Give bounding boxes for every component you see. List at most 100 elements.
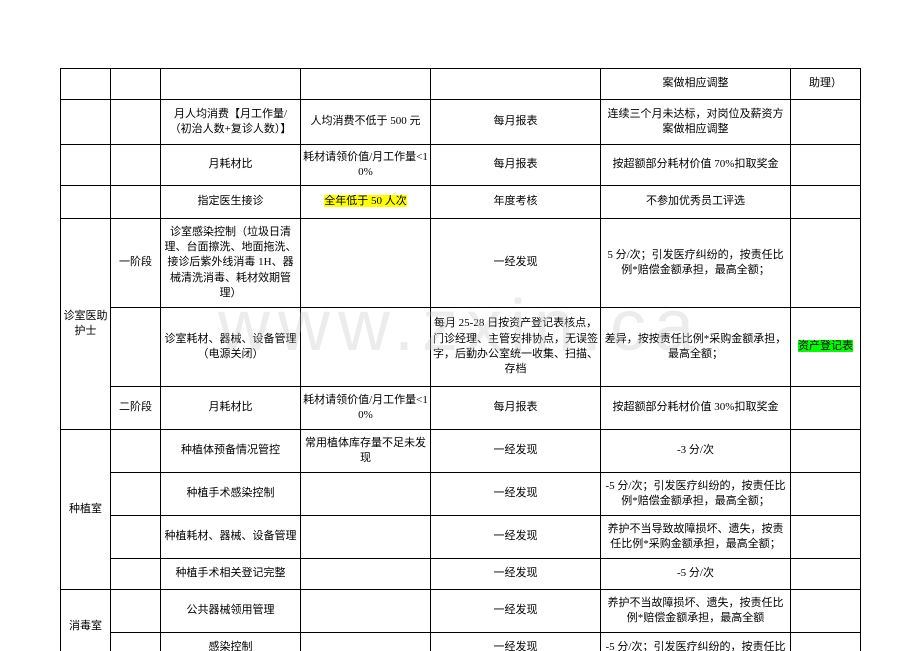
table-row: 种植室种植体预备情况管控常用植体库存量不足未发现一经发现-3 分/次 (61, 430, 861, 473)
table-cell: 每月报表 (431, 145, 601, 186)
table-cell: 不参加优秀员工评选 (601, 186, 791, 219)
table-cell: 每月报表 (431, 387, 601, 430)
table-cell: 助理） (791, 69, 861, 100)
table-cell: 一经发现 (431, 430, 601, 473)
table-cell (111, 186, 161, 219)
table-cell: 案做相应调整 (601, 69, 791, 100)
table-row: 案做相应调整助理） (61, 69, 861, 100)
table-cell (301, 633, 431, 651)
table-cell (431, 69, 601, 100)
table-cell (111, 69, 161, 100)
table-cell: 诊室医助护士 (61, 219, 111, 430)
table-cell: 一阶段 (111, 219, 161, 308)
table-cell: 一经发现 (431, 219, 601, 308)
table-cell (791, 186, 861, 219)
table-row: 月人均消费【月工作量/（初治人数+复诊人数）】人均消费不低于 500 元每月报表… (61, 100, 861, 145)
table-cell: 耗材请领价值/月工作量<10% (301, 145, 431, 186)
table-cell: 一经发现 (431, 559, 601, 590)
table-cell: 资产登记表 (791, 308, 861, 387)
table-cell: 养护不当导致故障损坏、遗失，按责任比例*采购金额承担，最高全额； (601, 516, 791, 559)
table-cell (61, 186, 111, 219)
assessment-table: 案做相应调整助理）月人均消费【月工作量/（初治人数+复诊人数）】人均消费不低于 … (60, 68, 861, 651)
table-cell: 指定医生接诊 (161, 186, 301, 219)
table-cell: 连续三个月未达标，对岗位及薪资方案做相应调整 (601, 100, 791, 145)
table-cell (791, 145, 861, 186)
document-page: www.zxin.ca 案做相应调整助理）月人均消费【月工作量/（初治人数+复诊… (0, 0, 920, 651)
table-cell (791, 516, 861, 559)
table-cell: 人均消费不低于 500 元 (301, 100, 431, 145)
table-row: 种植耗材、器械、设备管理 一经发现养护不当导致故障损坏、遗失，按责任比例*采购金额… (61, 516, 861, 559)
table-cell (61, 145, 111, 186)
table-cell: 诊室感染控制（垃圾日清理、台面擦洗、地面拖洗、接诊后紫外线消毒 1H、器械清洗消… (161, 219, 301, 308)
table-cell (301, 559, 431, 590)
table-cell (111, 590, 161, 633)
table-cell: 每月报表 (431, 100, 601, 145)
table-cell: 一经发现 (431, 590, 601, 633)
table-row: 种植手术相关登记完整 一经发现-5 分/次 (61, 559, 861, 590)
table-row: 消毒室公共器械领用管理一经发现养护不当故障损坏、遗失，按责任比例*赔偿金额承担，… (61, 590, 861, 633)
table-row: 月耗材比耗材请领价值/月工作量<10%每月报表按超额部分耗材价值 70%扣取奖金 (61, 145, 861, 186)
table-cell (111, 100, 161, 145)
table-cell: 耗材请领价值/月工作量<10% (301, 387, 431, 430)
table-cell: 养护不当故障损坏、遗失，按责任比例*赔偿金额承担，最高全额 (601, 590, 791, 633)
table-cell: -5 分/次 (601, 559, 791, 590)
table-cell: 按超额部分耗材价值 30%扣取奖金 (601, 387, 791, 430)
table-row: 种植手术感染控制 一经发现-5 分/次；引发医疗纠纷的，按责任比例*赔偿金额承担，… (61, 473, 861, 516)
table-cell: 种植耗材、器械、设备管理 (161, 516, 301, 559)
table-cell (111, 145, 161, 186)
table-cell: 月耗材比 (161, 145, 301, 186)
table-cell: 常用植体库存量不足未发现 (301, 430, 431, 473)
table-cell: 种植体预备情况管控 (161, 430, 301, 473)
table-cell (301, 69, 431, 100)
table-cell: -3 分/次 (601, 430, 791, 473)
table-row: 指定医生接诊全年低于 50 人次年度考核不参加优秀员工评选 (61, 186, 861, 219)
table-cell: 二阶段 (111, 387, 161, 430)
table-cell (111, 516, 161, 559)
table-cell: 感染控制 (161, 633, 301, 651)
table-cell: -5 分/次；引发医疗纠纷的，按责任比例*赔偿金额承担，最高全额； (601, 473, 791, 516)
table-cell: 一经发现 (431, 633, 601, 651)
table-cell (301, 219, 431, 308)
table-row: 感染控制 一经发现-5 分/次；引发医疗纠纷的，按责任比 (61, 633, 861, 651)
table-cell (791, 590, 861, 633)
table-cell: 年度考核 (431, 186, 601, 219)
table-cell: 公共器械领用管理 (161, 590, 301, 633)
table-cell (301, 308, 431, 387)
table-cell: 种植手术感染控制 (161, 473, 301, 516)
table-cell: 一经发现 (431, 473, 601, 516)
table-cell: 每月 25-28 日按资产登记表核点，门诊经理、主管安排协点，无误签字，后勤办公… (431, 308, 601, 387)
table-cell (111, 633, 161, 651)
table-cell (111, 473, 161, 516)
table-cell: -5 分/次；引发医疗纠纷的，按责任比 (601, 633, 791, 651)
table-cell (791, 473, 861, 516)
table-cell: 按超额部分耗材价值 70%扣取奖金 (601, 145, 791, 186)
table-cell (791, 219, 861, 308)
table-cell (161, 69, 301, 100)
table-cell: 月人均消费【月工作量/（初治人数+复诊人数）】 (161, 100, 301, 145)
table-cell (791, 559, 861, 590)
table-cell: 诊室耗材、器械、设备管理（电源关闭） (161, 308, 301, 387)
table-cell (111, 559, 161, 590)
table-row: 诊室医助护士一阶段诊室感染控制（垃圾日清理、台面擦洗、地面拖洗、接诊后紫外线消毒… (61, 219, 861, 308)
table-row: 二阶段月耗材比耗材请领价值/月工作量<10%每月报表按超额部分耗材价值 30%扣… (61, 387, 861, 430)
table-cell: 种植室 (61, 430, 111, 590)
table-cell (61, 100, 111, 145)
table-cell (301, 516, 431, 559)
table-cell (111, 430, 161, 473)
table-cell (301, 473, 431, 516)
table-cell (791, 100, 861, 145)
table-cell (301, 590, 431, 633)
table-row: 诊室耗材、器械、设备管理（电源关闭） 每月 25-28 日按资产登记表核点，门诊经… (61, 308, 861, 387)
table-cell: 消毒室 (61, 590, 111, 651)
table-cell (61, 69, 111, 100)
table-cell (111, 308, 161, 387)
table-cell: 差异，按按责任比例*采购金额承担，最高全额； (601, 308, 791, 387)
table-cell: 5 分/次；引发医疗纠纷的，按责任比例*赔偿金额承担，最高全额； (601, 219, 791, 308)
table-cell (791, 430, 861, 473)
table-cell: 种植手术相关登记完整 (161, 559, 301, 590)
table-cell (791, 633, 861, 651)
table-cell: 月耗材比 (161, 387, 301, 430)
table-cell: 一经发现 (431, 516, 601, 559)
table-cell (791, 387, 861, 430)
table-cell: 全年低于 50 人次 (301, 186, 431, 219)
